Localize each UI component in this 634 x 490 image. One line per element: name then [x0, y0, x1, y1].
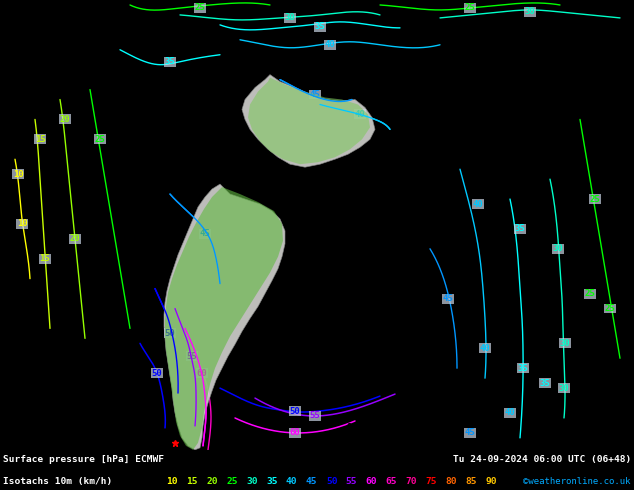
Text: 40: 40: [472, 199, 483, 209]
Text: 10: 10: [16, 220, 27, 228]
Text: 65: 65: [385, 477, 398, 486]
Text: 55: 55: [346, 477, 358, 486]
Text: 30: 30: [246, 477, 257, 486]
Text: 50: 50: [152, 368, 162, 378]
Text: 45: 45: [306, 477, 318, 486]
Polygon shape: [248, 77, 370, 164]
Text: Isotachs 10m (km/h): Isotachs 10m (km/h): [3, 477, 112, 486]
Text: 50: 50: [290, 407, 301, 416]
Text: 40: 40: [325, 40, 335, 49]
Text: 15: 15: [39, 254, 50, 263]
Text: 45: 45: [465, 428, 476, 438]
Text: 25: 25: [585, 289, 595, 298]
Text: 40: 40: [480, 344, 490, 353]
Text: 60: 60: [366, 477, 377, 486]
Text: Tu 24-09-2024 06:00 UTC (06+48): Tu 24-09-2024 06:00 UTC (06+48): [453, 455, 631, 465]
Text: 25: 25: [590, 195, 600, 203]
Text: 1010: 1010: [530, 209, 552, 219]
Polygon shape: [165, 187, 283, 450]
Text: 25: 25: [94, 135, 105, 144]
Text: 80: 80: [446, 477, 457, 486]
Text: 20: 20: [60, 115, 70, 124]
Text: 35: 35: [517, 364, 528, 373]
Text: 20: 20: [70, 234, 81, 244]
Text: 40: 40: [354, 110, 365, 119]
Text: 60: 60: [197, 368, 207, 378]
Text: 85: 85: [465, 477, 477, 486]
Text: 35: 35: [540, 379, 550, 388]
Text: 35: 35: [515, 224, 526, 233]
Text: 75: 75: [426, 477, 437, 486]
Text: 50: 50: [326, 477, 337, 486]
Text: 25: 25: [465, 3, 476, 12]
Polygon shape: [242, 74, 375, 167]
Text: 25: 25: [226, 477, 238, 486]
Text: 90: 90: [486, 477, 497, 486]
Text: 30: 30: [524, 7, 535, 17]
Text: 45: 45: [200, 229, 210, 238]
Text: 50: 50: [165, 329, 176, 338]
Text: 10: 10: [166, 477, 178, 486]
Text: 55: 55: [186, 352, 197, 361]
Text: 70: 70: [406, 477, 417, 486]
Text: 30: 30: [560, 339, 571, 348]
Text: 35: 35: [266, 477, 278, 486]
Text: 35: 35: [314, 23, 325, 31]
Text: 15: 15: [186, 477, 198, 486]
Text: 25: 25: [195, 3, 205, 12]
Text: 35: 35: [165, 57, 176, 66]
Text: 30: 30: [559, 384, 569, 392]
Text: 60: 60: [290, 428, 301, 438]
Text: 25: 25: [605, 304, 616, 313]
Text: 40: 40: [505, 409, 515, 417]
Text: 990: 990: [347, 423, 363, 433]
Text: ©weatheronline.co.uk: ©weatheronline.co.uk: [523, 477, 631, 486]
Text: 10: 10: [13, 170, 23, 179]
Text: 20: 20: [206, 477, 217, 486]
Text: 45: 45: [309, 90, 320, 99]
Polygon shape: [164, 184, 285, 450]
Text: 15: 15: [35, 135, 46, 144]
Text: 30: 30: [553, 245, 564, 253]
Text: Surface pressure [hPa] ECMWF: Surface pressure [hPa] ECMWF: [3, 455, 164, 465]
Text: 45: 45: [443, 294, 453, 303]
Text: 30: 30: [285, 13, 295, 23]
Text: 40: 40: [286, 477, 297, 486]
Text: 55: 55: [309, 412, 320, 420]
